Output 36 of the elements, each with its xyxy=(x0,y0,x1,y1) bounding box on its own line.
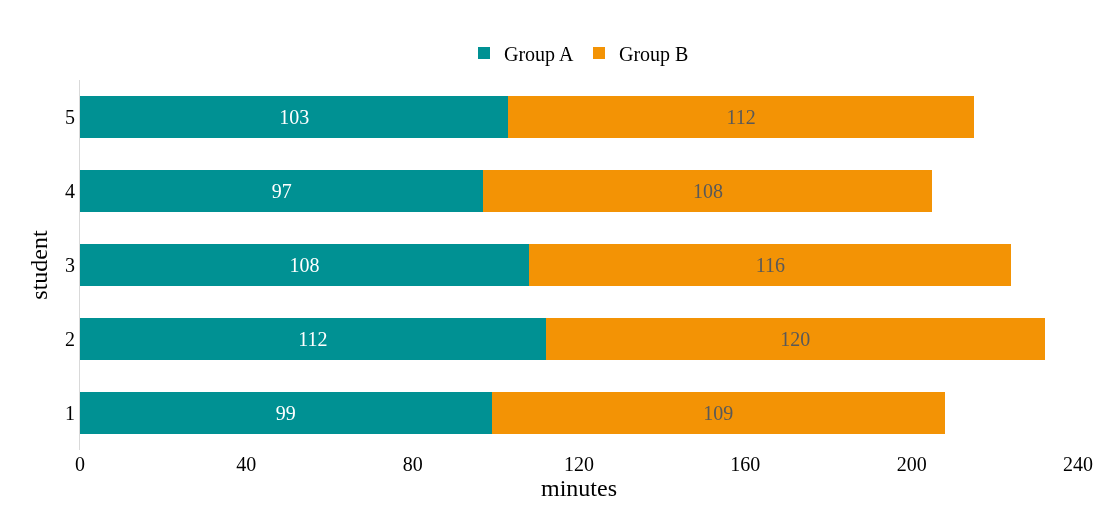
x-tick-label: 120 xyxy=(564,453,594,475)
bar xyxy=(80,169,484,213)
bar xyxy=(80,243,530,287)
data-label: 112 xyxy=(298,328,328,350)
y-tick-label: 4 xyxy=(65,180,75,202)
data-label: 116 xyxy=(755,254,785,276)
legend-label: Group B xyxy=(619,42,689,66)
x-tick-label: 40 xyxy=(236,453,257,475)
bar xyxy=(80,95,509,139)
y-tick-label: 3 xyxy=(65,254,75,276)
data-label: 108 xyxy=(289,254,320,276)
bar xyxy=(529,243,1012,287)
bar xyxy=(545,317,1045,361)
x-tick-label: 240 xyxy=(1063,453,1093,475)
bar xyxy=(80,391,492,435)
data-label: 103 xyxy=(279,106,310,128)
data-label: 120 xyxy=(780,328,811,350)
x-tick-label: 80 xyxy=(402,453,423,475)
data-label: 97 xyxy=(271,180,292,202)
data-label: 109 xyxy=(703,402,734,424)
y-tick-label: 2 xyxy=(65,328,75,350)
legend-label: Group A xyxy=(504,42,574,66)
y-axis-title: student xyxy=(26,230,53,300)
x-tick-label: 0 xyxy=(75,453,85,475)
x-tick-label: 160 xyxy=(730,453,761,475)
bar xyxy=(491,391,945,435)
data-label: 99 xyxy=(275,402,296,424)
x-axis-title: minutes xyxy=(541,475,617,502)
y-tick-label: 1 xyxy=(65,402,75,424)
bar xyxy=(483,169,933,213)
data-label: 112 xyxy=(726,106,756,128)
x-tick-label: 200 xyxy=(896,453,927,475)
bar xyxy=(508,95,975,139)
y-tick-label: 5 xyxy=(65,106,75,128)
bar xyxy=(80,317,546,361)
data-label: 108 xyxy=(692,180,723,202)
